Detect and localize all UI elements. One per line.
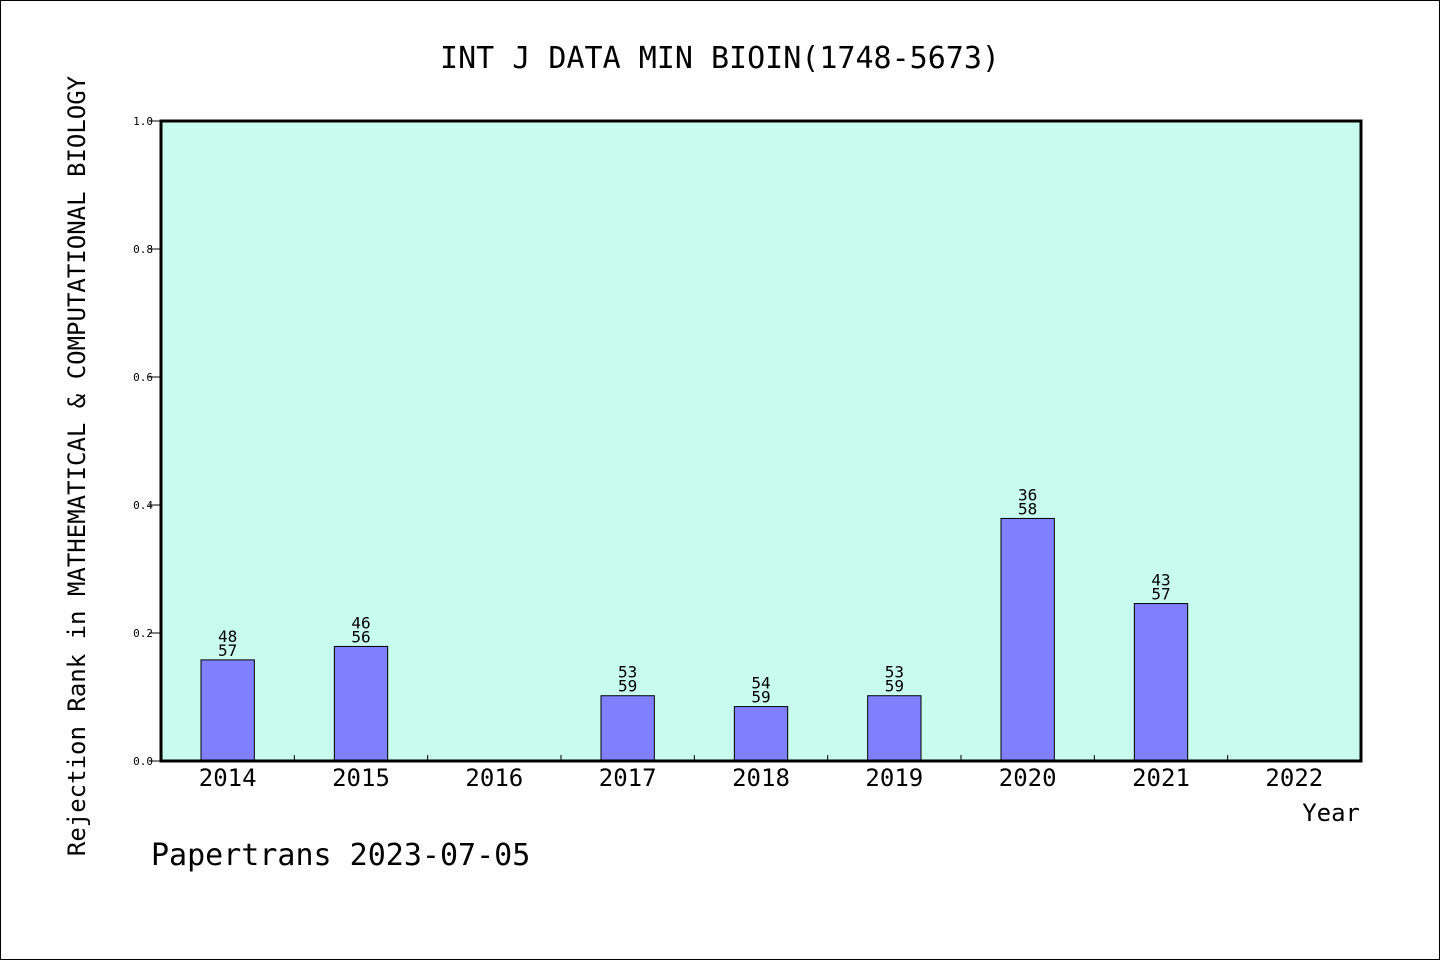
x-tick-label: 2014 bbox=[199, 764, 257, 792]
bar-label-bottom: 58 bbox=[1018, 499, 1037, 518]
bar-label-top: 46 bbox=[351, 613, 370, 632]
y-axis-label: Rejection Rank in MATHEMATICAL & COMPUTA… bbox=[63, 75, 91, 856]
y-axis: 0.0 0.2 0.4 0.6 0.8 1.0 bbox=[133, 115, 161, 768]
bar-label-bottom: 59 bbox=[885, 677, 904, 696]
bar-label-top: 54 bbox=[751, 674, 770, 693]
x-tick-label: 2019 bbox=[865, 764, 923, 792]
bars-group bbox=[200, 517, 1189, 762]
bar-label-top: 43 bbox=[1151, 571, 1170, 590]
y-tick-label: 0.4 bbox=[133, 499, 153, 512]
bar bbox=[333, 645, 389, 762]
bar-label-bottom: 57 bbox=[218, 641, 237, 660]
bar-label-bottom: 59 bbox=[751, 688, 770, 707]
x-axis-label: Year bbox=[1302, 799, 1360, 827]
y-tick-label: 0.6 bbox=[133, 371, 153, 384]
y-tick-label: 0.2 bbox=[133, 627, 153, 640]
bar bbox=[600, 695, 655, 762]
bar-label-top: 36 bbox=[1018, 485, 1037, 504]
y-tick-label: 0.0 bbox=[133, 755, 153, 768]
bar-label-bottom: 59 bbox=[618, 677, 637, 696]
bar-label-top: 53 bbox=[885, 663, 904, 682]
bar-label-top: 48 bbox=[218, 627, 237, 646]
bar bbox=[867, 695, 922, 762]
x-tick-label: 2020 bbox=[999, 764, 1057, 792]
y-tick-label: 1.0 bbox=[133, 115, 153, 128]
y-tick-label: 0.8 bbox=[133, 243, 153, 256]
bar bbox=[733, 706, 789, 762]
chart-title: INT J DATA MIN BIOIN(1748-5673) bbox=[440, 41, 1000, 76]
bar-label-bottom: 57 bbox=[1151, 585, 1170, 604]
x-axis: 2014 2015 2016 2017 2018 2019 2020 2021 2022 bbox=[199, 755, 1323, 792]
plot-border bbox=[159, 119, 1363, 763]
x-tick-label: 2016 bbox=[465, 764, 523, 792]
footer-text: Papertrans 2023-07-05 bbox=[151, 838, 530, 873]
x-tick-label: 2017 bbox=[599, 764, 657, 792]
x-tick-label: 2022 bbox=[1265, 764, 1323, 792]
x-tick-label: 2021 bbox=[1132, 764, 1190, 792]
bar bbox=[1000, 517, 1055, 762]
x-tick-label: 2018 bbox=[732, 764, 790, 792]
bar-label-bottom: 56 bbox=[351, 627, 370, 646]
bar-label-top: 53 bbox=[618, 663, 637, 682]
x-tick-label: 2015 bbox=[332, 764, 390, 792]
bar bbox=[200, 659, 255, 762]
bar bbox=[1133, 603, 1189, 762]
